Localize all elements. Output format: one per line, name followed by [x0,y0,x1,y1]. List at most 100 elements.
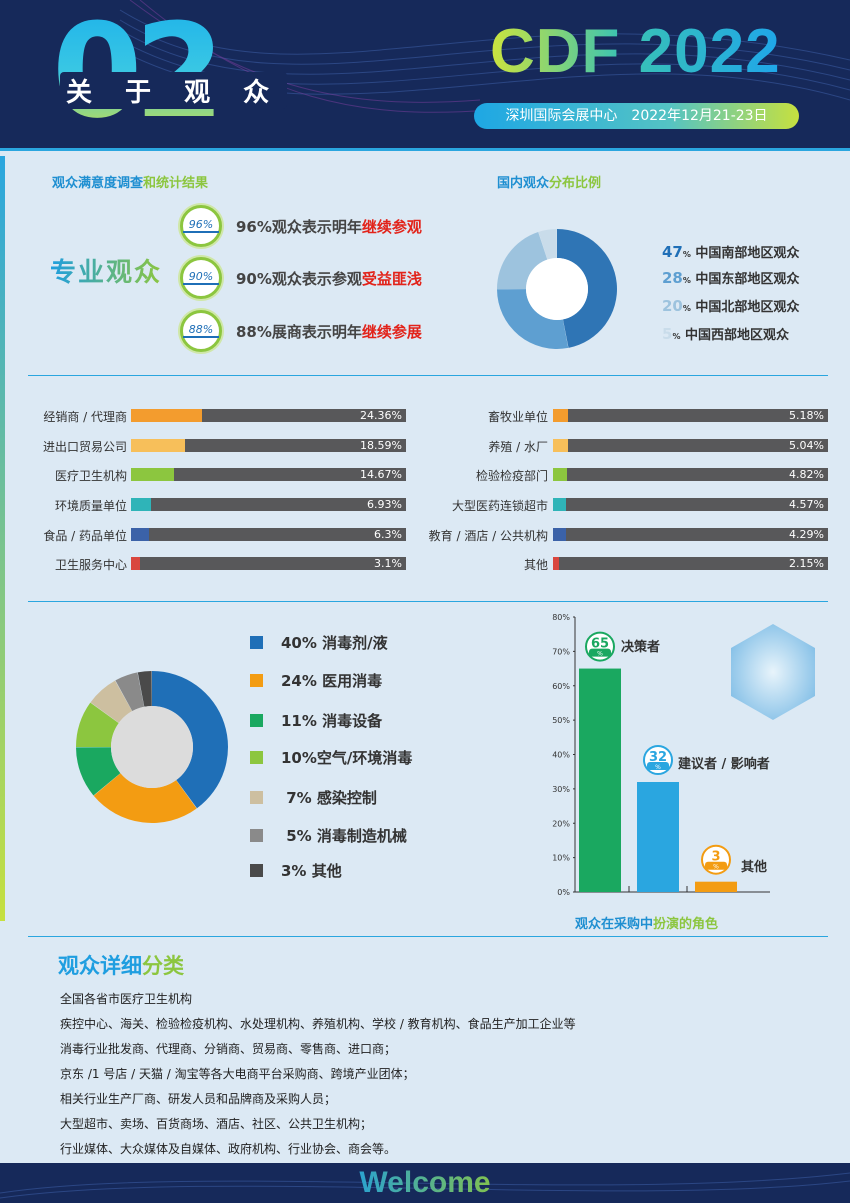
product-legend-item: 11% 消毒设备 [250,710,382,731]
detail-line: 相关行业生产厂商、研发人员和品牌商及采购人员； [60,1092,337,1106]
industry-bar: 2.15% [553,557,828,570]
satisfaction-item: 90%观众表示参观受益匪浅 [236,270,422,288]
domestic-legend-item: 28% 中国东部地区观众 [662,269,800,287]
industry-bar-fill [131,557,141,570]
badge-90: 90% [180,257,222,299]
industry-bar-fill [553,439,568,452]
badge-88: 88% [180,310,222,352]
legend-text: 10%空气/环境消毒 [281,749,413,767]
product-slice [93,773,197,823]
product-slice [115,672,145,712]
industry-bar: 4.82% [553,468,828,481]
industry-value: 4.57% [789,498,824,511]
section-number: 02 [52,6,225,136]
products-donut-chart [76,671,229,823]
industry-value: 6.93% [367,498,402,511]
industry-value: 6.3% [374,528,402,541]
industry-value: 3.1% [374,557,402,570]
industry-label: 教育 / 酒店 / 公共机构 [428,529,548,543]
y-tick-label: 0% [557,888,570,897]
satisfaction-item: 88%展商表示明年继续参展 [236,323,422,341]
domestic-legend-item: 47% 中国南部地区观众 [662,243,800,261]
legend-text: 5% 消毒制造机械 [281,827,407,845]
industry-bar-fill [131,498,152,511]
satisfaction-item: 96%观众表示明年继续参观 [236,218,422,236]
industry-label: 检验检疫部门 [475,469,548,483]
industry-bar: 18.59% [131,439,406,452]
industry-bar-fill [131,439,186,452]
legend-swatch [250,791,263,804]
industry-label: 环境质量单位 [54,499,127,513]
industry-bar-fill [553,528,566,541]
product-legend-item: 10%空气/环境消毒 [250,747,412,768]
product-slice [90,680,133,723]
industry-label: 医疗卫生机构 [54,469,127,483]
industry-bar: 4.57% [553,498,828,511]
domestic-hole [526,258,588,320]
industry-value: 5.04% [789,439,824,452]
satisfaction-title: 观众满意度调查和统计结果 [52,176,209,191]
y-tick-label: 10% [552,854,570,863]
detail-line: 全国各省市医疗卫生机构 [60,992,193,1006]
hexagon-decoration [731,624,815,720]
role-value-band [705,861,727,870]
industry-bar: 14.67% [131,468,406,481]
role-label: 其他 [741,860,768,875]
legend-swatch [250,674,263,687]
roles-bar-chart: 0%10%20%30%40%50%60%70%80%65%32%3% [552,613,770,897]
industry-bar-fill [553,498,567,511]
legend-swatch [250,864,263,877]
industry-value: 18.59% [360,439,402,452]
role-bar [579,668,621,892]
role-value-unit: % [597,651,603,658]
roles-caption: 观众在采购中扮演的角色 [575,917,719,932]
role-value-unit: % [655,764,661,771]
industry-label: 食品 / 药品单位 [43,529,127,543]
role-value-band [647,762,669,770]
y-tick-label: 60% [552,682,570,691]
role-value-unit: % [713,864,719,871]
industry-value: 24.36% [360,409,402,422]
industry-bar: 6.3% [131,528,406,541]
industry-bar-fill [131,528,150,541]
section-divider [28,601,828,602]
legend-swatch [250,636,263,649]
industry-label: 养殖 / 水厂 [488,440,548,454]
role-value-band [589,648,611,657]
domestic-legend-item: 5% 中国西部地区观众 [662,325,789,343]
product-legend-item: 3% 其他 [250,860,342,881]
detail-line: 京东 /1 号店 / 天猫 / 淘宝等各大电商平台采购商、跨境产业团体； [60,1067,415,1081]
detail-line: 行业媒体、大众媒体及自媒体、政府机构、行业协会、商会等。 [60,1142,397,1156]
industry-bar: 3.1% [131,557,406,570]
welcome-text: Welcome [0,1163,850,1203]
detail-title: 观众详细分类 [58,954,184,978]
product-legend-item: 5% 消毒制造机械 [250,825,407,846]
product-slice [76,747,121,796]
legend-swatch [250,829,263,842]
section-subtitle: 关 于 观 众 [60,72,288,109]
product-hole [111,706,193,788]
detail-line: 消毒行业批发商、代理商、分销商、贸易商、零售商、进口商； [60,1042,397,1056]
role-label: 决策者 [621,640,661,655]
product-slice [137,671,152,707]
industry-bar-fill [553,557,560,570]
y-tick-label: 40% [552,751,570,760]
industry-bar-fill [131,409,202,422]
legend-text: 11% 消毒设备 [281,712,383,730]
professional-audience-label: 专业观众 [50,252,162,289]
industry-bar: 4.29% [553,528,828,541]
industry-value: 4.29% [789,528,824,541]
section-divider [28,936,828,937]
domestic-slice [557,229,618,348]
industry-bar-fill [553,409,569,422]
industry-label: 卫生服务中心 [54,558,127,572]
role-bar [695,881,737,892]
product-legend-item: 40% 消毒剂/液 [250,632,388,653]
y-tick-label: 80% [552,613,570,622]
y-tick-label: 50% [552,716,570,725]
footer-banner [0,1163,850,1203]
brand-title: CDF 2022 [490,17,781,86]
left-accent-bar [0,156,5,921]
detail-line: 疾控中心、海关、检验检疫机构、水处理机构、养殖机构、学校 / 教育机构、食品生产… [60,1017,576,1031]
domestic-slice [497,232,548,289]
